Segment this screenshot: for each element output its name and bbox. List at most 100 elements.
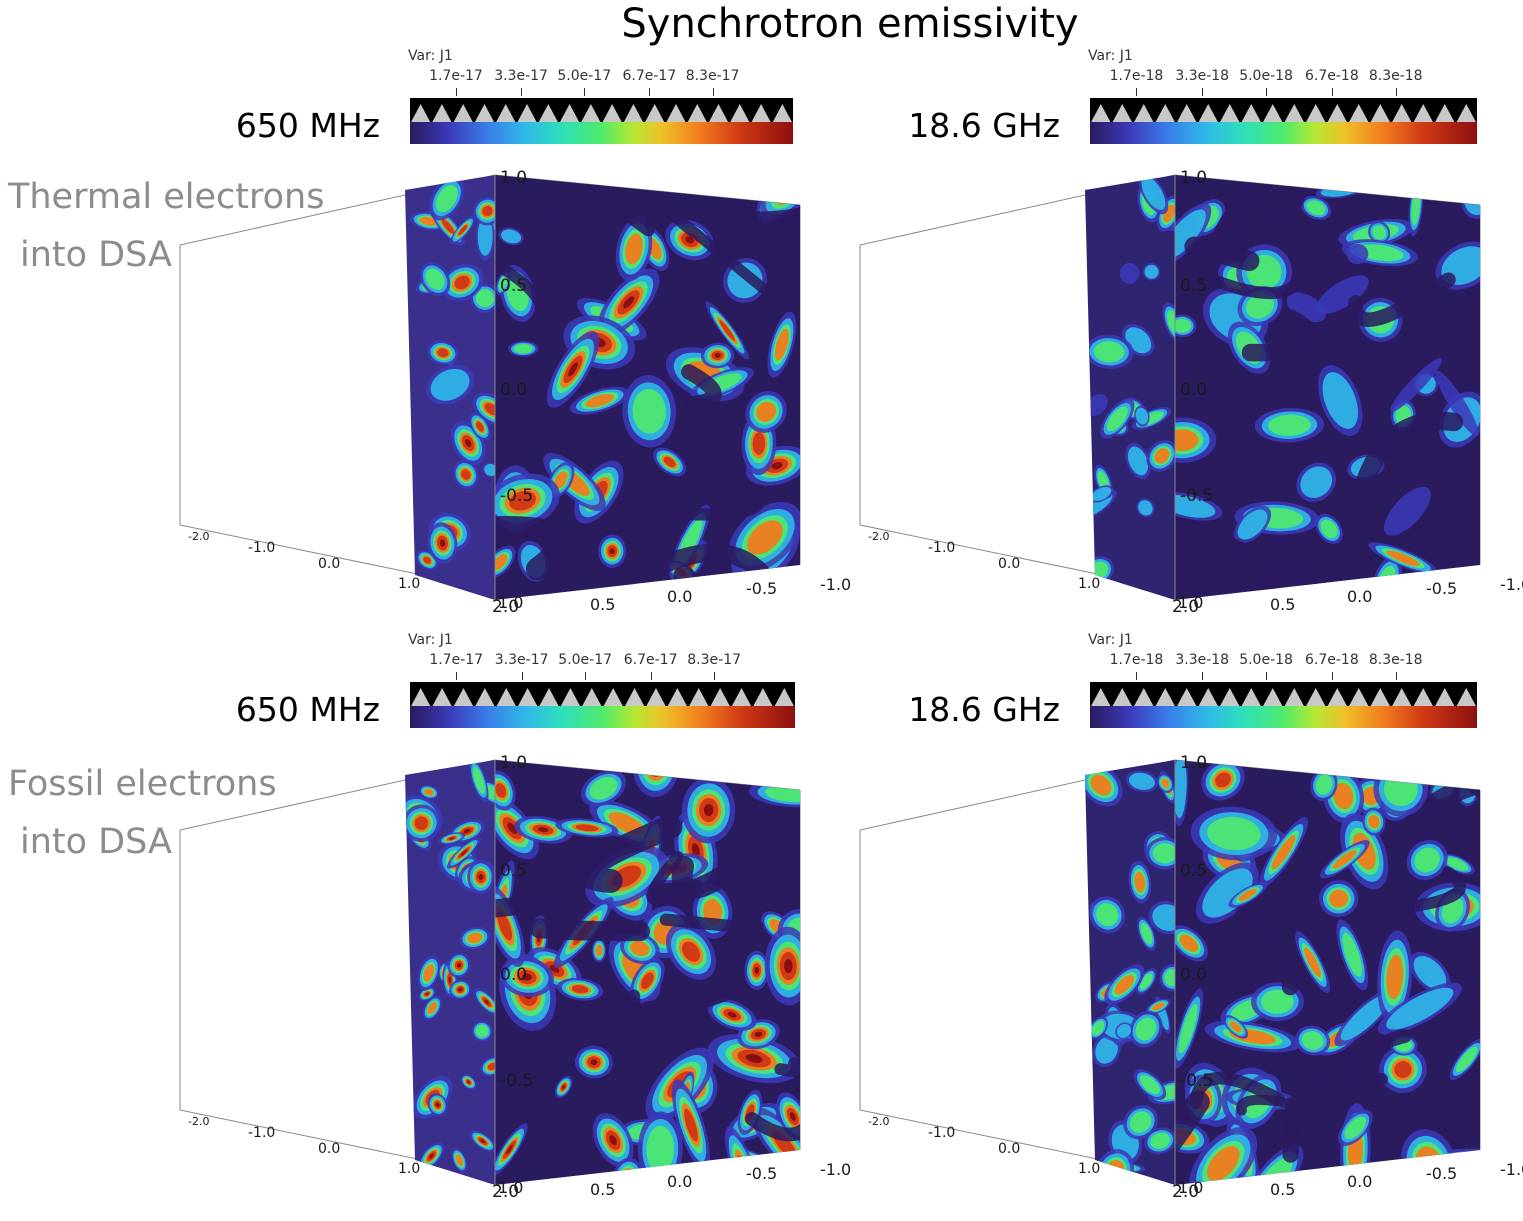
emission-blob [1304,947,1322,978]
emission-blob [1093,341,1125,363]
dark-filament [1378,866,1466,916]
emission-blob [1175,429,1199,452]
colorbar-tick-label: 6.7e-18 [1305,68,1359,84]
emission-blob [475,1024,489,1038]
emission-blob [585,393,615,408]
emission-blob [472,766,485,794]
emission-blob [1322,372,1359,429]
row-label-line1: Fossil electrons [8,764,277,804]
emission-blob [777,179,798,202]
emission-blob [498,275,508,291]
emission-blob [719,320,735,341]
emission-blob [423,556,432,564]
depth-axis-tick-label: -1.0 [248,1125,275,1141]
dark-filament [529,918,650,942]
emission-blob [429,1153,434,1159]
front-axis-tick-label: 1.0 [498,593,523,612]
colorbar-gradient [1090,706,1477,728]
emission-blob [439,539,446,547]
emission-blob [682,941,701,962]
emission-blob [1435,370,1479,437]
emission-blob [663,456,676,468]
vertical-axis-tick-label: -0.5 [500,1071,533,1091]
colorbar-tick-label: 6.7e-17 [622,68,677,84]
emission-blob [589,777,618,800]
frequency-label: 650 MHz [235,690,380,729]
emission-blob [1161,778,1170,788]
emission-blob [476,421,484,432]
colorbar-tick [1331,88,1333,96]
dark-filament [1353,411,1464,498]
vertical-axis-tick-label: 0.0 [500,965,527,985]
depth-axis-tick-label: 0.0 [318,556,340,572]
vertical-axis-tick-label: 0.5 [1180,861,1207,881]
colorbar-tick-label: 1.7e-17 [429,652,484,668]
dark-filament [495,515,572,581]
emission-blob [484,999,490,1005]
dark-filament [744,1034,800,1142]
emission-blob [1164,969,1175,987]
frequency-label: 650 MHz [235,106,380,145]
colorbar-tick-label: 8.3e-17 [687,652,742,668]
emission-blob [1386,987,1454,1030]
emission-blob [1129,1111,1152,1133]
emission-blob [495,554,508,571]
depth-axis-tick-label: -1.0 [928,540,955,556]
frequency-label: 18.6 GHz [908,106,1060,145]
dark-filament [1207,529,1327,590]
emission-blob [1091,1020,1105,1036]
dark-filament [495,233,549,319]
emission-blob [1315,774,1333,795]
row-label-line2: into DSA [20,822,172,862]
emission-blob [506,1144,513,1155]
front-axis-tick-label: 0.0 [667,1172,692,1191]
front-axis-tick-label: 0.0 [1347,587,1372,606]
colorbar-tick [714,672,716,680]
emission-blob [1372,225,1387,240]
colorbar-tick-label: 3.3e-18 [1175,68,1230,84]
colorbar-tick [1136,88,1138,96]
colorbar-tick-label: 8.3e-18 [1368,652,1423,668]
colorbar-pattern-strip [410,682,795,708]
dark-filament [1332,1056,1388,1088]
emission-blob [722,1160,748,1185]
row-label-fossil: Fossil electrons into DSA [8,755,277,871]
colorbar-tick-label: 1.7e-18 [1109,652,1164,668]
emission-blob [774,328,789,361]
emission-blob [789,1112,796,1121]
colorbar: Var: J1 1.7e-18 3.3e-18 5.0e-18 6.7e-18 8.3e-… [908,48,1477,148]
emission-blob [590,1059,598,1066]
dark-filament [1348,272,1456,327]
emission-blob [425,268,445,290]
emission-blob [1135,407,1149,425]
emission-blob [454,275,470,290]
emission-blob [784,958,793,974]
emission-blob [424,788,434,796]
emission-blob [1414,847,1440,873]
emission-blob [1116,1024,1132,1038]
colorbar-tick [649,88,651,96]
colorbar-pattern-strip [1090,682,1477,708]
front-axis-tick-label: 1.0 [1178,593,1203,612]
emission-blob [1175,318,1192,333]
emission-blob [1106,406,1128,432]
depth-axis-tick-label: 1.0 [398,576,420,592]
emission-blob [771,462,783,470]
emission-blob [430,368,470,401]
emission-blob [1301,1031,1324,1050]
emission-blob [1320,519,1338,539]
emission-blob [703,804,714,817]
emission-blob [1368,814,1380,829]
emission-blob [1300,466,1333,498]
emission-blob [732,1173,738,1182]
emission-blob [1135,1017,1157,1041]
colorbar-gradient [410,706,795,728]
colorbar-tick [1202,88,1204,96]
dark-filament [628,989,696,1053]
emission-blob [1091,487,1112,501]
emission-blob [1085,393,1108,417]
emission-blob [632,388,666,434]
colorbar-tick [1395,672,1397,680]
depth-axis-tick-label: 1.0 [1078,576,1100,592]
vertical-axis-tick-label: 1.0 [1180,168,1207,188]
